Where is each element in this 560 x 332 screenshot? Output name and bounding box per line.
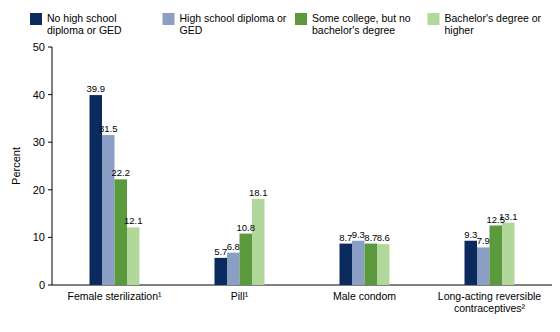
bar (252, 199, 265, 285)
data-label: 8.7 (364, 232, 377, 243)
x-tick-label: Male condom (333, 290, 396, 302)
data-label: 12.1 (124, 215, 143, 226)
data-label: 31.5 (99, 123, 118, 134)
bar (215, 258, 228, 285)
legend-swatch (295, 13, 307, 25)
data-label: 8.6 (377, 232, 390, 243)
y-tick-label: 20 (33, 184, 45, 196)
legend-swatch (30, 13, 42, 25)
bar (465, 241, 478, 285)
bar (127, 227, 140, 285)
legend-swatch (163, 13, 175, 25)
bar (340, 244, 353, 285)
legend-swatch (428, 13, 440, 25)
y-axis-label: Percent (10, 147, 22, 185)
bar (115, 179, 128, 285)
data-label: 10.8 (237, 222, 256, 233)
y-axis: 0 10 20 30 40 50 (33, 41, 52, 291)
y-tick-label: 10 (33, 231, 45, 243)
data-label: 18.1 (249, 187, 268, 198)
legend-label: No high schooldiploma or GED (47, 12, 122, 36)
y-tick-label: 50 (33, 41, 45, 53)
y-tick-label: 0 (39, 279, 45, 291)
bar (502, 223, 515, 285)
y-tick (48, 189, 52, 190)
data-label: 6.8 (227, 241, 240, 252)
legend-label: Some college, but nobachelor's degree (312, 12, 411, 36)
data-label: 8.7 (339, 232, 352, 243)
bar (102, 135, 115, 285)
bar (490, 226, 503, 286)
x-tick-label: Long-acting reversiblecontraceptives² (438, 290, 541, 314)
data-label: 7.9 (477, 235, 490, 246)
x-tick-label: Pill¹ (231, 290, 249, 302)
y-tick (48, 237, 52, 238)
bar (377, 244, 390, 285)
bar (227, 253, 240, 285)
y-tick (48, 94, 52, 95)
y-tick (48, 285, 52, 286)
legend-label: Bachelor's degree orhigher (445, 12, 542, 36)
chart-svg: No high schooldiploma or GED High school … (0, 0, 560, 332)
bar (477, 247, 490, 285)
data-label: 9.3 (464, 229, 477, 240)
x-tick-label: Female sterilization¹ (68, 290, 162, 302)
y-tick (48, 47, 52, 48)
legend: No high schooldiploma or GED High school … (30, 12, 542, 36)
data-labels: 39.931.522.212.15.76.810.818.18.79.38.78… (87, 83, 518, 257)
y-tick-label: 30 (33, 136, 45, 148)
chart-container: No high schooldiploma or GED High school … (0, 0, 560, 332)
bars (90, 95, 515, 285)
data-label: 5.7 (214, 246, 227, 257)
y-axis-line (52, 47, 53, 285)
data-label: 39.9 (87, 83, 106, 94)
y-tick (48, 142, 52, 143)
x-axis: Female sterilization¹ Pill¹ Male condom Lon… (68, 290, 542, 314)
y-tick-label: 40 (33, 89, 45, 101)
legend-label: High school diploma orGED (180, 12, 287, 36)
data-label: 9.3 (352, 229, 365, 240)
data-label: 22.2 (112, 167, 131, 178)
data-label: 13.1 (499, 211, 518, 222)
bar (365, 244, 378, 285)
bar (240, 234, 253, 285)
bar (352, 241, 365, 285)
